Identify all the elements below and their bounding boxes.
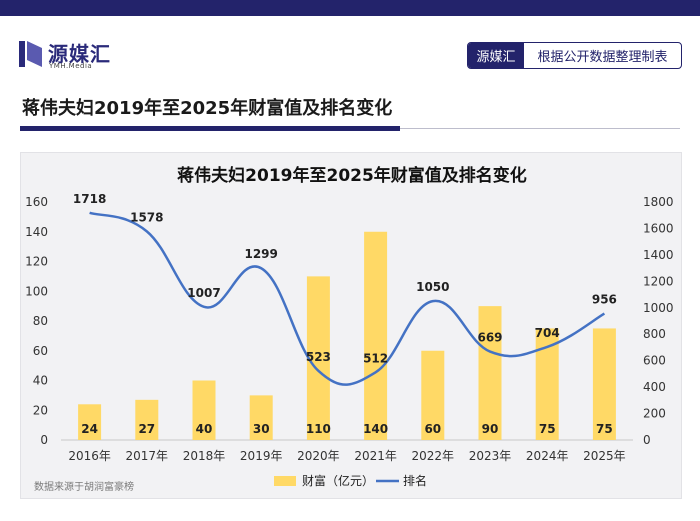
rank-data-label: 1050	[416, 280, 449, 294]
top-accent-bar	[0, 0, 700, 16]
bar-data-label: 27	[138, 422, 155, 436]
bar	[249, 395, 273, 440]
x-tick-label: 2025年	[583, 449, 626, 463]
x-tick-label: 2018年	[183, 449, 226, 463]
bar-data-label: 40	[196, 422, 213, 436]
y-left-tick-label: 40	[33, 374, 48, 388]
y-left-tick-label: 0	[40, 433, 48, 447]
y-right-tick-label: 800	[643, 327, 666, 341]
rank-data-label: 512	[363, 351, 388, 365]
logo-icon	[19, 41, 42, 67]
legend-label-rank: 排名	[403, 473, 427, 488]
bar-data-label: 140	[363, 422, 388, 436]
y-right-tick-label: 200	[643, 407, 666, 421]
combo-chart: 蒋伟夫妇2019年至2025年财富值及排名变化 0 20 40 60 80 100 120 14…	[25, 165, 674, 488]
brand-logo: 源媒汇 YMH.Media	[18, 38, 138, 74]
rank-data-label: 669	[477, 331, 502, 345]
y-right-tick-label: 400	[643, 380, 666, 394]
bar-data-label: 60	[424, 422, 441, 436]
y-right-tick-label: 600	[643, 354, 666, 368]
bar-data-label: 24	[81, 422, 98, 436]
x-tick-label: 2023年	[469, 449, 512, 463]
y-left-tick-label: 140	[25, 225, 48, 239]
bar-data-label: 110	[306, 422, 331, 436]
y-left-tick-label: 20	[33, 403, 48, 417]
bar	[192, 380, 216, 440]
bar	[364, 231, 388, 440]
bar-data-label: 90	[482, 422, 499, 436]
rank-data-label: 704	[535, 326, 560, 340]
y-left-tick-label: 160	[25, 195, 48, 209]
rank-data-label: 1299	[244, 247, 277, 261]
data-source-note: 数据来源于胡润富豪榜	[34, 482, 134, 493]
bar-data-label: 75	[539, 422, 556, 436]
x-tick-label: 2020年	[297, 449, 340, 463]
bar	[535, 328, 559, 440]
x-tick-label: 2019年	[240, 449, 283, 463]
bar	[421, 350, 445, 440]
y-left-tick-label: 100	[25, 284, 48, 298]
bar	[135, 399, 159, 440]
y-right-tick-label: 1000	[643, 301, 674, 315]
page-title: 蒋伟夫妇2019年至2025年财富值及排名变化	[22, 98, 393, 119]
y-left-tick-label: 60	[33, 344, 48, 358]
logo-name: 源媒汇	[48, 42, 111, 66]
rank-data-label: 1007	[187, 286, 220, 300]
logo-subtitle: YMH.Media	[49, 62, 93, 70]
title-underline	[20, 126, 400, 131]
chart-card: 蒋伟夫妇2019年至2025年财富值及排名变化 0 20 40 60 80 100 120 14…	[20, 152, 682, 499]
y-left-tick-label: 80	[33, 314, 48, 328]
legend-label-wealth: 财富（亿元）	[302, 473, 374, 488]
x-tick-label: 2017年	[126, 449, 169, 463]
y-left-tick-label: 120	[25, 255, 48, 269]
source-tag-brand: 源媒汇	[468, 43, 524, 68]
rank-data-label: 1718	[73, 192, 106, 206]
x-tick-label: 2024年	[526, 449, 569, 463]
bar-data-label: 75	[596, 422, 613, 436]
x-tick-label: 2016年	[68, 449, 111, 463]
x-tick-label: 2022年	[412, 449, 455, 463]
bar	[306, 276, 330, 440]
title-rule	[400, 128, 680, 129]
rank-data-label: 523	[306, 350, 331, 364]
rank-line	[89, 211, 606, 386]
y-right-tick-label: 1800	[643, 195, 674, 209]
source-tag: 源媒汇 根据公开数据整理制表	[467, 42, 682, 69]
rank-data-label: 1578	[130, 210, 163, 224]
chart-title: 蒋伟夫妇2019年至2025年财富值及排名变化	[177, 165, 527, 186]
bar	[478, 306, 502, 440]
x-tick-label: 2021年	[354, 449, 397, 463]
y-right-tick-label: 0	[643, 433, 651, 447]
source-tag-text: 根据公开数据整理制表	[537, 50, 668, 65]
bar	[78, 404, 102, 440]
bar-data-label: 30	[253, 422, 270, 436]
y-right-tick-label: 1400	[643, 248, 674, 262]
bar	[592, 328, 616, 440]
legend-swatch-wealth	[274, 476, 296, 486]
y-right-tick-label: 1200	[643, 274, 674, 288]
y-right-tick-label: 1600	[643, 221, 674, 235]
rank-data-label: 956	[592, 293, 617, 307]
